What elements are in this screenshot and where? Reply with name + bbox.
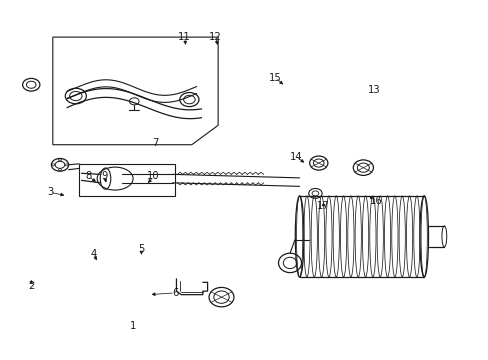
Text: 16: 16 xyxy=(369,196,382,206)
Text: 2: 2 xyxy=(28,281,34,291)
Text: 17: 17 xyxy=(317,202,329,211)
Text: 3: 3 xyxy=(47,187,53,197)
Text: 9: 9 xyxy=(101,171,107,181)
Text: 4: 4 xyxy=(90,249,97,259)
Bar xyxy=(79,164,175,196)
Text: 11: 11 xyxy=(178,32,191,42)
Text: 5: 5 xyxy=(138,244,144,254)
Text: 15: 15 xyxy=(269,73,282,83)
Text: 12: 12 xyxy=(209,32,222,42)
Text: 14: 14 xyxy=(289,152,302,162)
Text: 7: 7 xyxy=(152,138,159,148)
Text: 8: 8 xyxy=(85,171,92,181)
Text: 1: 1 xyxy=(130,321,136,332)
Text: 13: 13 xyxy=(367,85,380,95)
Text: 6: 6 xyxy=(171,288,178,298)
Text: 10: 10 xyxy=(147,171,160,181)
